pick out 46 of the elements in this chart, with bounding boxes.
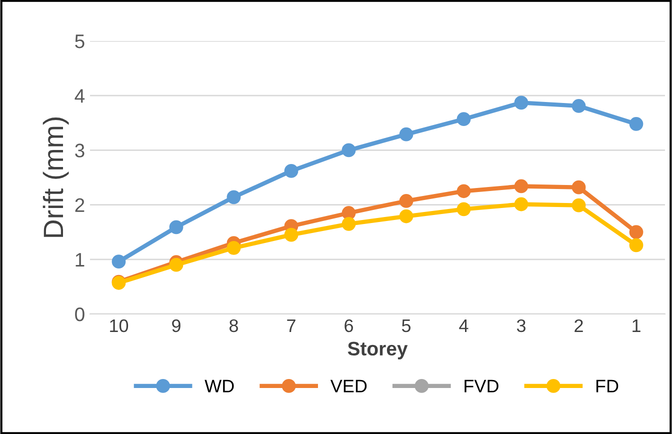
- point: [226, 190, 241, 204]
- x-tick-label: 3: [516, 319, 526, 332]
- point: [629, 225, 644, 240]
- point: [629, 117, 644, 131]
- x-tick-label: 6: [344, 319, 353, 332]
- x-tick-label: 1: [632, 320, 640, 332]
- legend-label: WD: [204, 380, 234, 392]
- x-tick-label: 9: [172, 319, 180, 332]
- point: [112, 254, 126, 269]
- point: [514, 197, 528, 212]
- point: [399, 209, 414, 224]
- legend-label: VED: [330, 380, 367, 392]
- point: [456, 184, 471, 198]
- x-tick-label: 8: [230, 319, 238, 332]
- point: [284, 164, 298, 178]
- y-tick-label: 0: [75, 307, 84, 322]
- point: [169, 258, 184, 272]
- y-tick-label: 5: [75, 34, 84, 48]
- point: [342, 143, 356, 158]
- y-tick-label: 1: [76, 253, 84, 266]
- point: [399, 127, 414, 142]
- point: [572, 198, 586, 212]
- point: [399, 194, 414, 208]
- legend-label: FD: [596, 380, 618, 392]
- x-tick-label: 10: [110, 319, 128, 332]
- point: [514, 96, 528, 110]
- x-tick-label: 5: [402, 320, 411, 332]
- point: [572, 99, 586, 113]
- x-tick-label: 4: [459, 320, 468, 332]
- x-tick-label: 7: [287, 320, 296, 332]
- y-tick-label: 3: [75, 144, 84, 158]
- point: [514, 179, 528, 194]
- point: [629, 238, 644, 252]
- y-tick-label: 2: [75, 198, 84, 212]
- x-axis-title: Storey: [348, 342, 408, 360]
- point: [284, 228, 298, 242]
- point: [226, 240, 241, 255]
- y-axis-title: Drift (mm): [42, 118, 69, 237]
- x-tick-label: 2: [574, 319, 583, 332]
- point: [572, 180, 586, 194]
- point: [456, 202, 471, 216]
- point: [169, 220, 184, 234]
- point: [342, 216, 356, 231]
- legend-label: FVD: [464, 380, 498, 392]
- point: [456, 112, 471, 126]
- y-tick-label: 4: [74, 89, 85, 103]
